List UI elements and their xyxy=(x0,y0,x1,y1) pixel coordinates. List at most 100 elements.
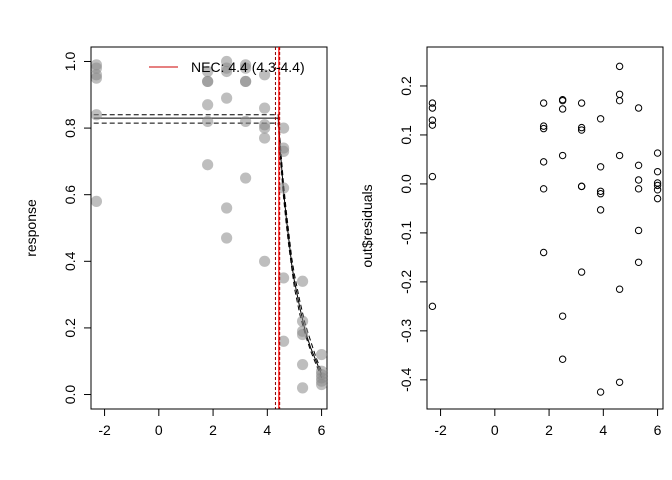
fit-lower-ci xyxy=(93,122,323,379)
x-tick-label: 2 xyxy=(209,422,217,438)
y-tick-label: -0.3 xyxy=(398,319,414,343)
data-point xyxy=(259,132,271,144)
data-point xyxy=(277,335,290,347)
y-axis: 0.0 0.2 0.4 0.6 0.8 1.0 xyxy=(62,52,92,405)
residual-point xyxy=(596,187,605,195)
y-tick-label: 0.6 xyxy=(62,185,78,205)
residual-point xyxy=(634,104,643,112)
residual-point xyxy=(596,163,605,171)
y-tick-label: 0.0 xyxy=(62,385,78,405)
residual-point xyxy=(558,96,567,105)
data-point xyxy=(202,75,214,88)
y-tick-label: 0.1 xyxy=(398,125,414,145)
response-panel: -2 0 2 4 6 0.0 0.2 0.4 0.6 0.8 1.0 NEC: 4.4 (4.3-… xyxy=(23,46,328,438)
residual-point xyxy=(653,149,662,157)
residual-point xyxy=(577,126,586,134)
data-point xyxy=(202,159,214,171)
data-point xyxy=(315,378,328,391)
y-tick-label: -0.1 xyxy=(398,221,414,245)
data-point xyxy=(277,272,290,284)
data-point xyxy=(296,328,309,341)
residual-point xyxy=(428,172,437,181)
data-point xyxy=(221,232,233,244)
data-point xyxy=(296,382,309,394)
data-point xyxy=(277,145,290,158)
residual-point xyxy=(558,105,567,113)
residual-point xyxy=(428,116,437,124)
data-point xyxy=(202,115,214,128)
residual-point xyxy=(596,206,605,214)
residual-point xyxy=(428,104,437,112)
data-point xyxy=(90,109,103,121)
y-axis-label: response xyxy=(23,199,39,257)
residual-point xyxy=(577,99,586,107)
x-tick-label: 6 xyxy=(318,422,326,438)
y-tick-label: 0.2 xyxy=(62,318,78,338)
residual-point xyxy=(577,123,586,132)
residual-point xyxy=(634,161,643,170)
y-tick-label: 0.8 xyxy=(62,118,78,138)
fit-upper-ci xyxy=(93,114,323,372)
residual-point xyxy=(539,158,548,166)
residual-point xyxy=(596,190,605,198)
y-axis-label: out$residuals xyxy=(359,184,375,267)
data-point xyxy=(296,275,309,287)
data-point xyxy=(259,102,271,114)
nec-lines xyxy=(274,47,281,409)
residual-point xyxy=(634,176,643,184)
x-tick-label: 0 xyxy=(491,422,499,438)
x-tick-label: -2 xyxy=(98,422,111,438)
x-tick-label: 2 xyxy=(545,422,553,438)
data-point xyxy=(277,122,290,134)
y-tick-label: 0.0 xyxy=(398,174,414,194)
data-point xyxy=(240,62,252,74)
residual-point xyxy=(428,302,437,311)
data-point xyxy=(259,255,271,267)
data-point xyxy=(202,99,214,111)
residual-point xyxy=(558,151,567,160)
data-point xyxy=(240,172,252,184)
data-point xyxy=(240,75,252,88)
residual-point xyxy=(558,355,567,363)
x-tick-label: 4 xyxy=(599,422,607,438)
residual-point xyxy=(615,96,624,105)
residual-point xyxy=(634,258,643,266)
y-tick-label: -0.4 xyxy=(398,368,414,392)
residual-point xyxy=(615,285,624,293)
residual-point xyxy=(539,99,548,107)
residual-point xyxy=(428,99,437,107)
residual-point xyxy=(539,124,548,133)
residual-point xyxy=(596,115,605,123)
x-axis: -2 0 2 4 6 xyxy=(434,408,662,438)
data-point xyxy=(90,195,103,207)
residuals-panel: -2 0 2 4 6 -0.4 -0.3 -0.2 -0.1 0.0 0.1 0.2 out$res… xyxy=(359,46,664,438)
data-point xyxy=(277,182,290,194)
fit-lines xyxy=(93,114,323,379)
y-tick-label: 1.0 xyxy=(62,52,78,72)
residual-point xyxy=(428,121,437,129)
data-point xyxy=(240,115,252,128)
data-points xyxy=(428,62,662,396)
residual-point xyxy=(615,378,624,386)
residual-point xyxy=(615,151,624,160)
x-tick-label: 4 xyxy=(263,422,271,438)
residual-point xyxy=(596,388,605,396)
data-point xyxy=(221,202,233,214)
x-tick-label: 0 xyxy=(155,422,163,438)
residual-point xyxy=(653,167,662,176)
x-axis: -2 0 2 4 6 xyxy=(98,408,326,438)
data-point xyxy=(259,122,271,134)
data-point xyxy=(90,69,103,81)
residual-point xyxy=(653,194,662,203)
x-tick-label: 6 xyxy=(654,422,662,438)
residual-point xyxy=(539,248,548,257)
residual-point xyxy=(558,312,567,320)
residual-point xyxy=(634,226,643,235)
legend: NEC: 4.4 (4.3-4.4) xyxy=(149,59,305,75)
residual-point xyxy=(634,185,643,193)
residual-point xyxy=(539,122,548,130)
data-point xyxy=(315,368,328,381)
y-tick-label: -0.2 xyxy=(398,270,414,294)
y-axis: -0.4 -0.3 -0.2 -0.1 0.0 0.1 0.2 xyxy=(398,76,428,392)
